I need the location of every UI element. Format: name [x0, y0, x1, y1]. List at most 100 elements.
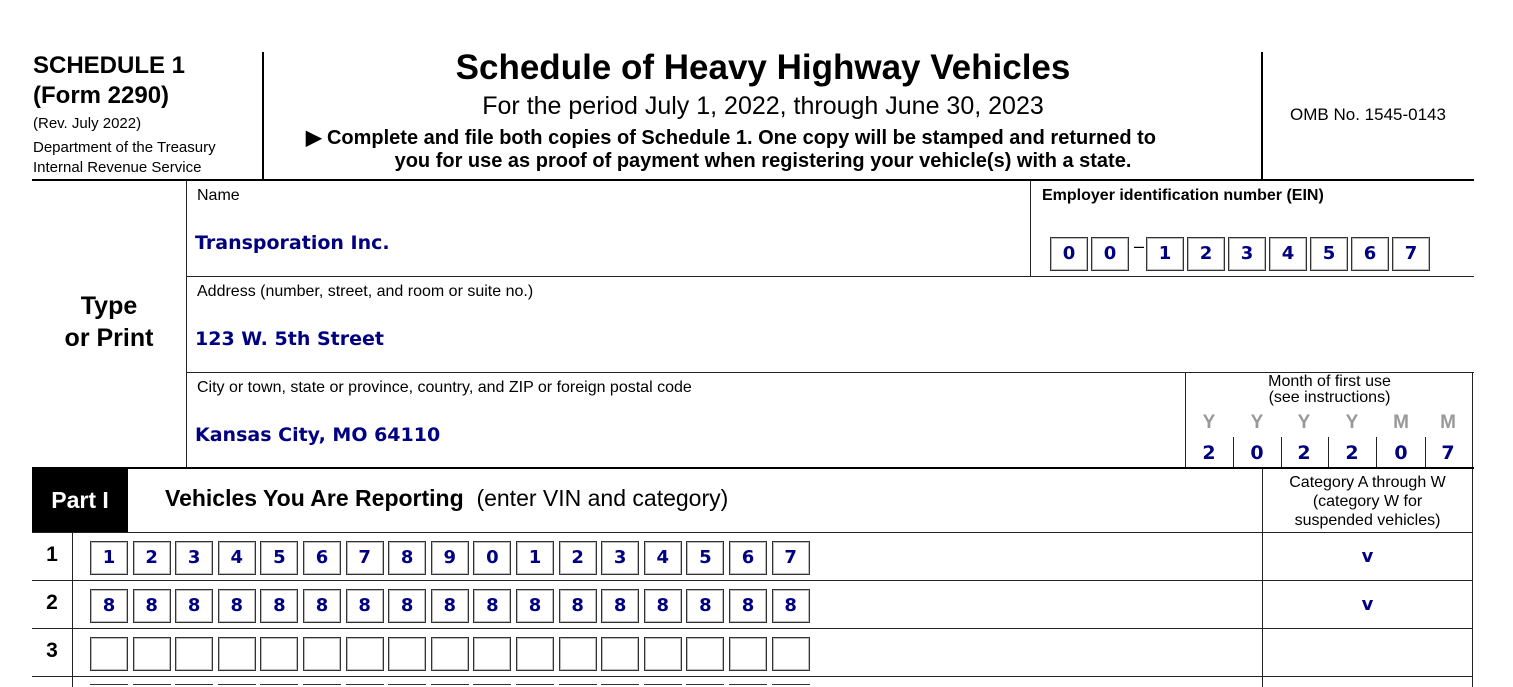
vin-digit-box[interactable] — [217, 637, 256, 671]
vin-digit-box[interactable] — [473, 637, 512, 671]
month-digit[interactable]: 2 — [1345, 442, 1359, 464]
vin-digit-box[interactable] — [260, 684, 299, 685]
instruction-line-2: you for use as proof of payment when reg… — [394, 150, 1132, 172]
ein-digit-box[interactable]: 0 — [1050, 237, 1088, 271]
month-digit[interactable]: 0 — [1394, 442, 1408, 464]
vin-digit-box[interactable]: 3 — [175, 541, 214, 575]
vin-digit-box[interactable] — [90, 637, 128, 671]
vin-digit-box[interactable]: 8 — [558, 589, 597, 623]
vin-digit-box[interactable]: 0 — [473, 541, 512, 575]
vin-digit-box[interactable] — [516, 637, 554, 671]
vin-digit-box[interactable] — [260, 637, 299, 671]
vin-digit-box[interactable] — [643, 637, 682, 671]
vin-digit-box[interactable]: 8 — [132, 589, 171, 623]
vin-digit-box[interactable]: 8 — [643, 589, 682, 623]
vin-digit-box[interactable] — [729, 684, 767, 685]
divider — [1261, 52, 1263, 181]
vin-digit-box[interactable]: 6 — [729, 541, 767, 575]
vin-digit-box[interactable] — [473, 684, 512, 685]
month-first-use-label: Month of first use (see instructions) — [1186, 374, 1473, 406]
divider — [1262, 468, 1263, 687]
month-placeholder: Y — [1250, 412, 1264, 433]
vin-digit-box[interactable]: 5 — [686, 541, 725, 575]
vin-digit-box[interactable]: 7 — [345, 541, 384, 575]
address-field[interactable]: 123 W. 5th Street — [195, 328, 384, 350]
vin-digit-box[interactable] — [132, 684, 171, 685]
vin-digit-box[interactable] — [601, 637, 640, 671]
vin-digit-box[interactable] — [303, 637, 341, 671]
month-digit[interactable]: 2 — [1202, 442, 1216, 464]
vin-digit-box[interactable] — [345, 684, 384, 685]
vin-digit-box[interactable]: 9 — [430, 541, 469, 575]
vin-digit-box[interactable] — [430, 637, 469, 671]
revision: (Rev. July 2022) — [33, 115, 142, 132]
vin-digit-box[interactable] — [345, 637, 384, 671]
month-digit[interactable]: 0 — [1250, 442, 1264, 464]
category-field[interactable]: v — [1361, 546, 1374, 567]
vin-digit-box[interactable] — [686, 684, 725, 685]
vin-digit-box[interactable] — [388, 684, 427, 685]
vin-digit-box[interactable] — [175, 637, 214, 671]
vin-digit-box[interactable] — [430, 684, 469, 685]
vin-digit-box[interactable]: 1 — [90, 541, 128, 575]
month-digit[interactable]: 7 — [1441, 442, 1455, 464]
omb-number: OMB No. 1545-0143 — [1290, 105, 1446, 124]
ein-digit-box[interactable]: 7 — [1392, 237, 1430, 271]
ein-digit-box[interactable]: 0 — [1091, 237, 1129, 271]
vin-digit-box[interactable]: 6 — [303, 541, 341, 575]
vin-digit-box[interactable]: 8 — [473, 589, 512, 623]
vin-digit-box[interactable]: 8 — [729, 589, 767, 623]
name-field[interactable]: Transporation Inc. — [195, 232, 390, 254]
vin-digit-box[interactable]: 8 — [260, 589, 299, 623]
vin-digit-box[interactable]: 8 — [175, 589, 214, 623]
vin-digit-box[interactable]: 8 — [430, 589, 469, 623]
vin-digit-box[interactable]: 8 — [601, 589, 640, 623]
divider — [32, 676, 1473, 677]
category-field[interactable]: v — [1361, 594, 1374, 615]
vin-digit-box[interactable]: 8 — [388, 589, 427, 623]
vin-digit-box[interactable] — [686, 637, 725, 671]
period: For the period July 1, 2022, through Jun… — [482, 92, 1044, 120]
ein-digit-box[interactable]: 1 — [1146, 237, 1184, 271]
vin-digit-box[interactable]: 8 — [345, 589, 384, 623]
vin-digit-box[interactable] — [601, 684, 640, 685]
vin-digit-box[interactable]: 2 — [132, 541, 171, 575]
vin-digit-box[interactable]: 3 — [601, 541, 640, 575]
month-digit-separator — [1425, 437, 1426, 467]
vin-digit-box[interactable]: 8 — [686, 589, 725, 623]
ein-digit-box[interactable]: 3 — [1228, 237, 1266, 271]
vin-digit-box[interactable] — [558, 637, 597, 671]
vin-digit-box[interactable] — [643, 684, 682, 685]
ein-digit-box[interactable]: 5 — [1310, 237, 1348, 271]
vin-digit-box[interactable] — [175, 684, 214, 685]
vin-digit-box[interactable] — [771, 684, 810, 685]
vin-digit-box[interactable]: 7 — [771, 541, 810, 575]
ein-digit-box[interactable]: 2 — [1187, 237, 1225, 271]
vin-digit-box[interactable]: 2 — [558, 541, 597, 575]
vin-digit-box[interactable]: 8 — [303, 589, 341, 623]
ein-digit-box[interactable]: 4 — [1269, 237, 1307, 271]
vin-digit-box[interactable]: 8 — [771, 589, 810, 623]
vin-digit-box[interactable] — [516, 684, 554, 685]
vin-digit-box[interactable]: 8 — [388, 541, 427, 575]
vin-digit-box[interactable] — [132, 637, 171, 671]
city-field[interactable]: Kansas City, MO 64110 — [195, 424, 441, 446]
vin-digit-box[interactable]: 8 — [217, 589, 256, 623]
vin-digit-box[interactable]: 5 — [260, 541, 299, 575]
vin-digit-box[interactable] — [729, 637, 767, 671]
vin-digit-box[interactable]: 1 — [516, 541, 554, 575]
month-placeholder: M — [1440, 412, 1456, 433]
vin-digit-box[interactable] — [217, 684, 256, 685]
vin-digit-box[interactable]: 4 — [643, 541, 682, 575]
month-digit[interactable]: 2 — [1297, 442, 1311, 464]
vin-digit-box[interactable] — [771, 637, 810, 671]
vin-digit-box[interactable] — [558, 684, 597, 685]
vin-digit-box[interactable] — [90, 684, 128, 685]
vin-digit-box[interactable]: 4 — [217, 541, 256, 575]
ein-digit-box[interactable]: 6 — [1351, 237, 1389, 271]
instruction: ▶ Complete and file both copies of Sched… — [306, 125, 1156, 150]
vin-digit-box[interactable] — [388, 637, 427, 671]
vin-digit-box[interactable] — [303, 684, 341, 685]
vin-digit-box[interactable]: 8 — [90, 589, 128, 623]
vin-digit-box[interactable]: 8 — [516, 589, 554, 623]
